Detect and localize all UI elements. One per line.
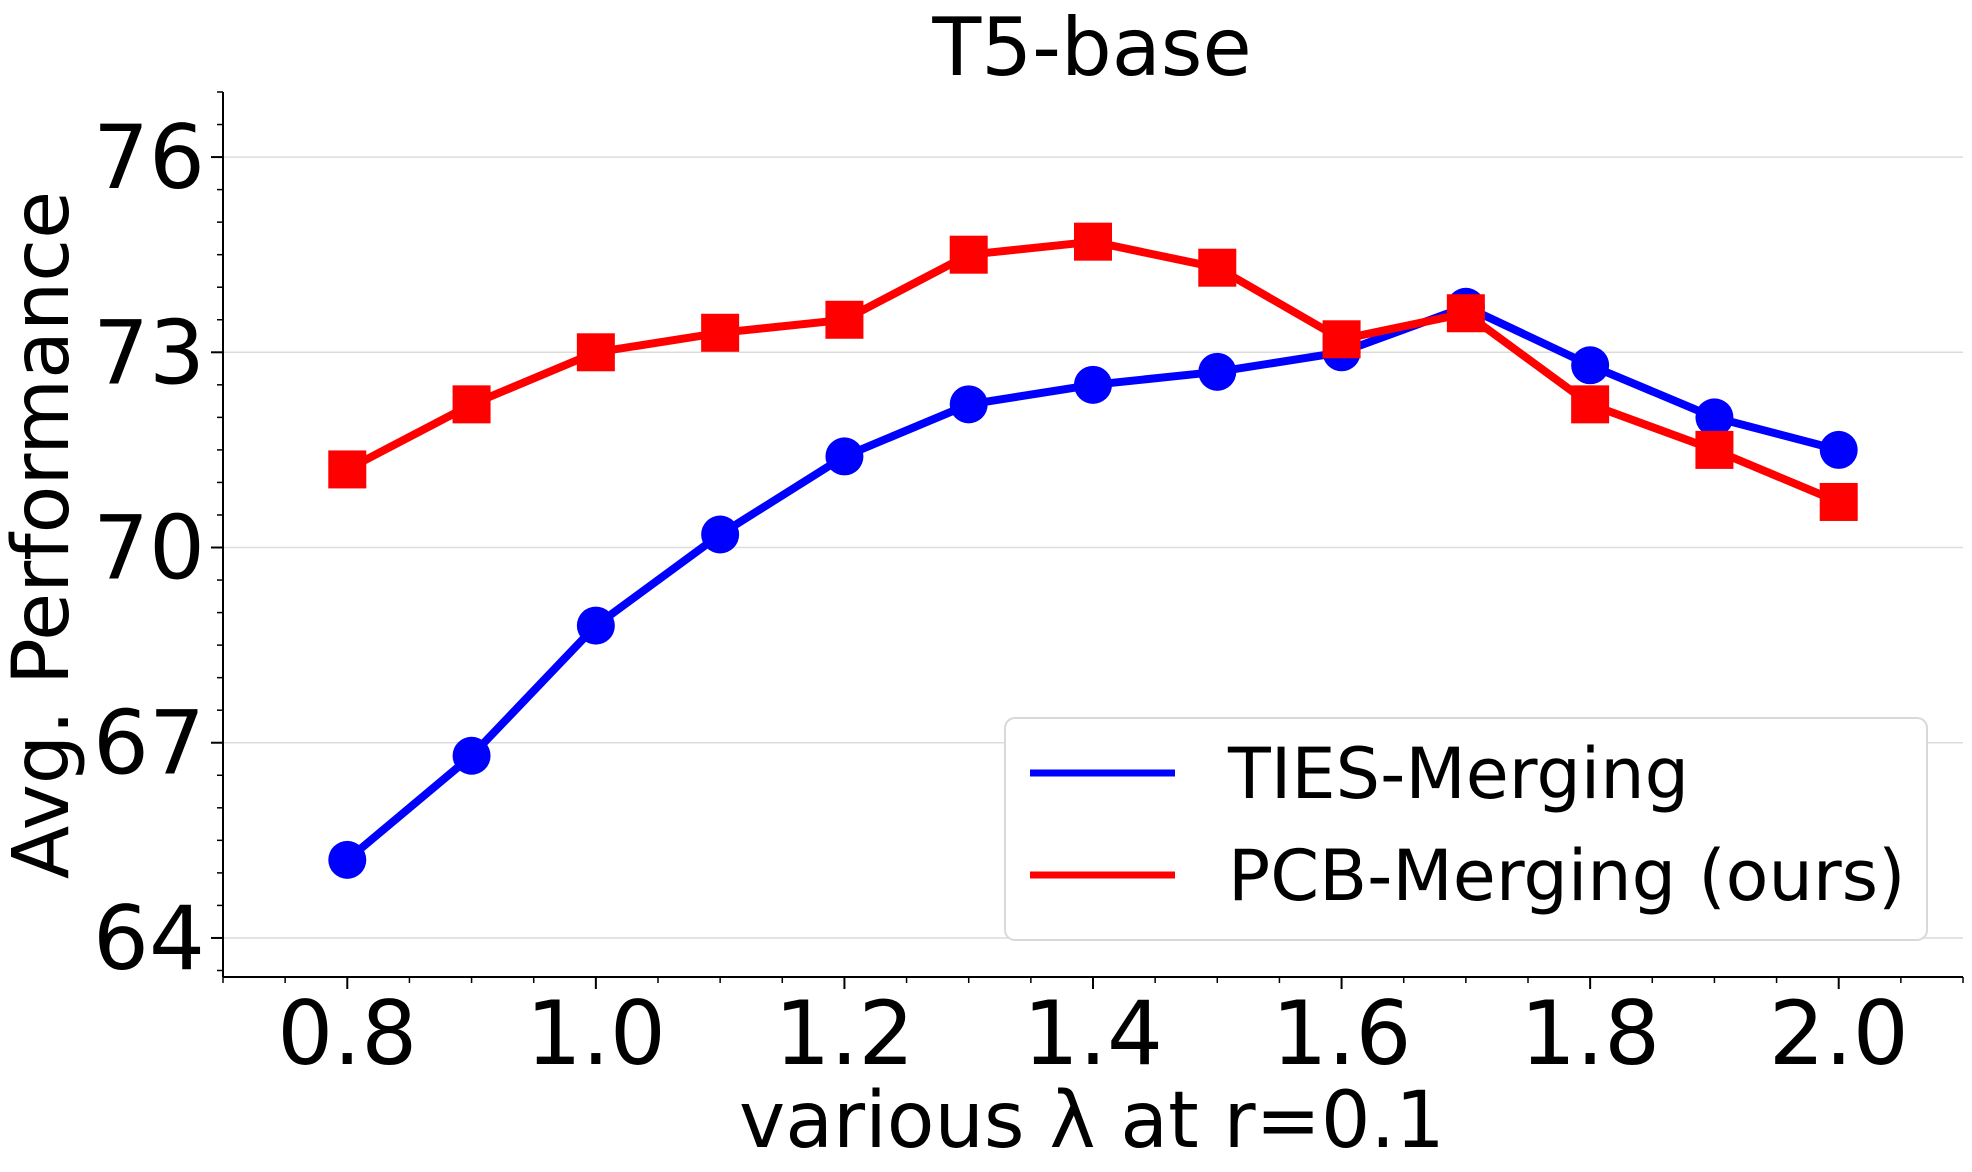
data-point [1446, 294, 1485, 333]
chart-title: T5-base [931, 1, 1251, 94]
x-tick-label: 1.0 [526, 982, 666, 1085]
legend: TIES-Merging PCB-Merging (ours) [1004, 717, 1928, 941]
data-point [1074, 222, 1112, 261]
data-point [328, 840, 367, 879]
data-point [701, 515, 740, 554]
data-point [1571, 346, 1610, 385]
data-point [452, 385, 491, 424]
data-point [1074, 365, 1112, 404]
x-tick-label: 1.4 [1023, 982, 1163, 1085]
x-tick-label: 1.2 [774, 982, 914, 1085]
y-axis-ticks: 64 67 70 73 76 [93, 91, 223, 990]
data-point [1695, 430, 1734, 469]
series-layer [328, 222, 1858, 879]
x-tick-label: 2.0 [1769, 982, 1909, 1085]
data-point [1198, 352, 1237, 391]
data-point [701, 313, 740, 352]
x-tick-label: 0.8 [277, 982, 417, 1085]
legend-label-ties-merging: TIES-Merging [1227, 733, 1689, 815]
data-point [328, 450, 367, 489]
y-tick-label: 70 [93, 497, 205, 600]
data-point [1198, 248, 1237, 287]
data-point [1819, 482, 1858, 521]
data-point [1819, 430, 1858, 469]
x-tick-label: 1.8 [1520, 982, 1660, 1085]
y-axis-label: Avg. Performance [0, 191, 87, 879]
data-point [1322, 320, 1361, 359]
data-point [576, 606, 615, 645]
x-axis-ticks: 0.8 1.0 1.2 1.4 1.6 1.8 2.0 [222, 977, 1964, 1085]
data-point [452, 736, 491, 775]
data-point [949, 385, 988, 424]
y-tick-label: 67 [93, 692, 205, 795]
series-ties-merging [328, 287, 1858, 879]
y-tick-label: 76 [93, 106, 205, 209]
series-pcb-merging-ours [328, 222, 1858, 521]
x-axis-label: various λ at r=0.1 [739, 1076, 1445, 1166]
y-tick-label: 64 [93, 887, 205, 990]
data-point [825, 300, 864, 339]
data-point [949, 235, 988, 274]
legend-box [1004, 717, 1928, 941]
data-point [576, 333, 615, 372]
data-point [1571, 385, 1610, 424]
legend-label-pcb-merging: PCB-Merging (ours) [1228, 835, 1905, 917]
x-tick-label: 1.6 [1272, 982, 1412, 1085]
y-tick-label: 73 [93, 301, 205, 404]
data-point [825, 437, 864, 476]
data-point [1695, 398, 1734, 437]
